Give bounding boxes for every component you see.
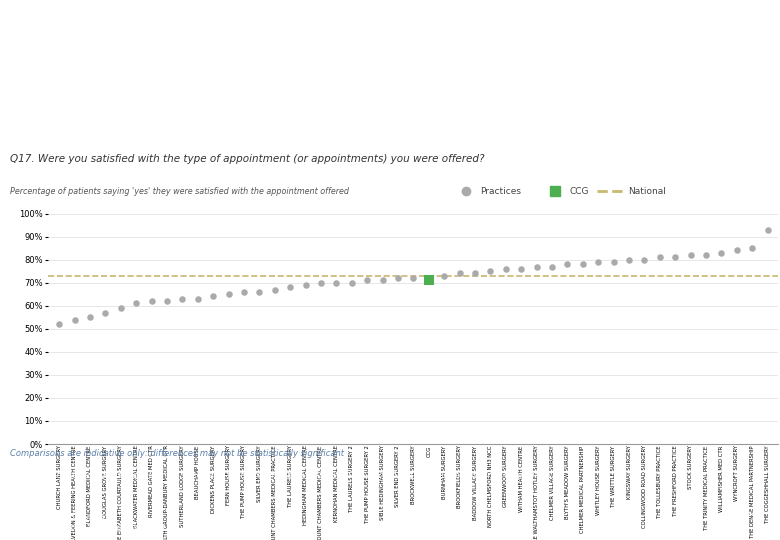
Point bbox=[731, 246, 743, 255]
Point bbox=[700, 251, 712, 259]
Text: Practices: Practices bbox=[480, 186, 521, 195]
Point bbox=[83, 313, 96, 321]
Point bbox=[392, 274, 404, 282]
Point bbox=[592, 258, 604, 266]
Point bbox=[69, 315, 81, 324]
Text: 27: 27 bbox=[381, 507, 399, 521]
Point bbox=[669, 253, 682, 262]
Point bbox=[207, 292, 219, 301]
Point bbox=[346, 278, 358, 287]
Point bbox=[192, 294, 204, 303]
Point bbox=[423, 276, 435, 285]
Point bbox=[608, 258, 620, 266]
Point bbox=[515, 265, 527, 273]
Point bbox=[469, 269, 481, 278]
Point bbox=[622, 255, 635, 264]
Point bbox=[576, 260, 589, 268]
Point bbox=[438, 272, 450, 280]
Point bbox=[484, 267, 497, 275]
Point bbox=[638, 255, 651, 264]
Point bbox=[761, 225, 774, 234]
Text: Ipsos MORI
Social Research Institute
© Ipsos MORI   19-071809-01 | Version 1 | P: Ipsos MORI Social Research Institute © I… bbox=[10, 500, 196, 534]
Text: Base: All who tried to make an appointment since being registered: National (679: Base: All who tried to make an appointme… bbox=[10, 471, 562, 481]
Point bbox=[53, 320, 66, 328]
Point bbox=[284, 283, 296, 292]
Point bbox=[115, 303, 127, 312]
Text: Q17. Were you satisfied with the type of appointment (or appointments) you were : Q17. Were you satisfied with the type of… bbox=[10, 154, 484, 164]
Point bbox=[315, 278, 328, 287]
Point bbox=[499, 265, 512, 273]
Point bbox=[654, 253, 666, 262]
Point bbox=[361, 276, 374, 285]
Text: Percentage of patients saying 'yes' they were satisfied with the appointment off: Percentage of patients saying 'yes' they… bbox=[10, 186, 349, 195]
Text: ipsos: ipsos bbox=[740, 511, 761, 517]
Point bbox=[746, 244, 758, 252]
Point bbox=[684, 251, 697, 259]
Point bbox=[530, 262, 543, 271]
Point bbox=[222, 290, 235, 299]
Point bbox=[268, 285, 281, 294]
Text: Satisfaction with appointment offered:
how the CCG’s practices compare: Satisfaction with appointment offered: h… bbox=[10, 49, 346, 84]
Point bbox=[145, 297, 158, 306]
Point bbox=[546, 262, 558, 271]
Point bbox=[254, 288, 266, 296]
Point bbox=[176, 294, 189, 303]
Point bbox=[300, 281, 312, 289]
Point bbox=[715, 248, 728, 257]
Point bbox=[161, 297, 173, 306]
Point bbox=[130, 299, 143, 308]
Point bbox=[99, 308, 112, 317]
Point bbox=[407, 274, 420, 282]
Text: Comparisons are indicative only: differences may not be statistically significan: Comparisons are indicative only: differe… bbox=[10, 449, 344, 458]
Point bbox=[238, 288, 250, 296]
Text: CCG: CCG bbox=[569, 186, 589, 195]
Point bbox=[561, 260, 573, 268]
Text: National: National bbox=[628, 186, 666, 195]
Point bbox=[330, 278, 342, 287]
Point bbox=[453, 269, 466, 278]
Point bbox=[377, 276, 389, 285]
